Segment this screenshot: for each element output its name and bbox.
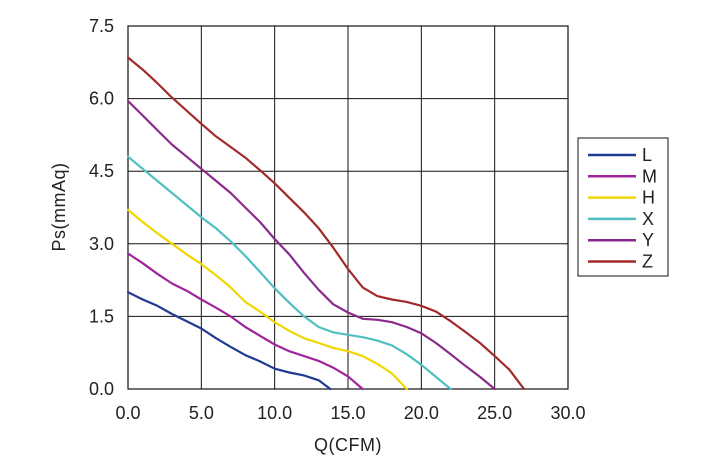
- y-tick-label: 0.0: [89, 379, 114, 399]
- y-axis-title: Ps(mmAq): [49, 163, 69, 252]
- series-line-Z: [126, 56, 526, 391]
- y-tick-label: 1.5: [89, 306, 114, 326]
- y-tick-label: 3.0: [89, 234, 114, 254]
- x-tick-label: 25.0: [477, 403, 512, 423]
- plot-frame: [127, 25, 569, 390]
- tick-labels: 0.0 5.0 10.0 15.0 20.0 25.0 30.0 0.0 1.5 3.0 4.5 6.…: [89, 16, 586, 423]
- series-line-Y: [126, 99, 496, 391]
- x-tick-label: 20.0: [404, 403, 439, 423]
- series-line-H: [126, 208, 408, 391]
- x-axis-title: Q(CFM): [314, 435, 382, 455]
- legend-label-Z: Z: [642, 252, 653, 272]
- x-tick-label: 15.0: [330, 403, 365, 423]
- series-line-L: [126, 291, 332, 391]
- series-line-M: [126, 252, 364, 391]
- series-line-X: [126, 155, 452, 391]
- legend-box: [577, 137, 669, 277]
- x-tick-label: 10.0: [257, 403, 292, 423]
- x-tick-label: 0.0: [115, 403, 140, 423]
- legend-label-Y: Y: [642, 230, 654, 250]
- legend-label-X: X: [642, 209, 654, 229]
- plot-lines: [126, 56, 526, 391]
- legend-label-M: M: [642, 166, 657, 186]
- y-tick-label: 6.0: [89, 89, 114, 109]
- y-tick-label: 4.5: [89, 161, 114, 181]
- grid: [127, 25, 569, 390]
- x-tick-label: 5.0: [189, 403, 214, 423]
- x-tick-label: 30.0: [550, 403, 585, 423]
- legend-label-H: H: [642, 188, 655, 208]
- legend-label-L: L: [642, 145, 652, 165]
- y-tick-label: 7.5: [89, 16, 114, 36]
